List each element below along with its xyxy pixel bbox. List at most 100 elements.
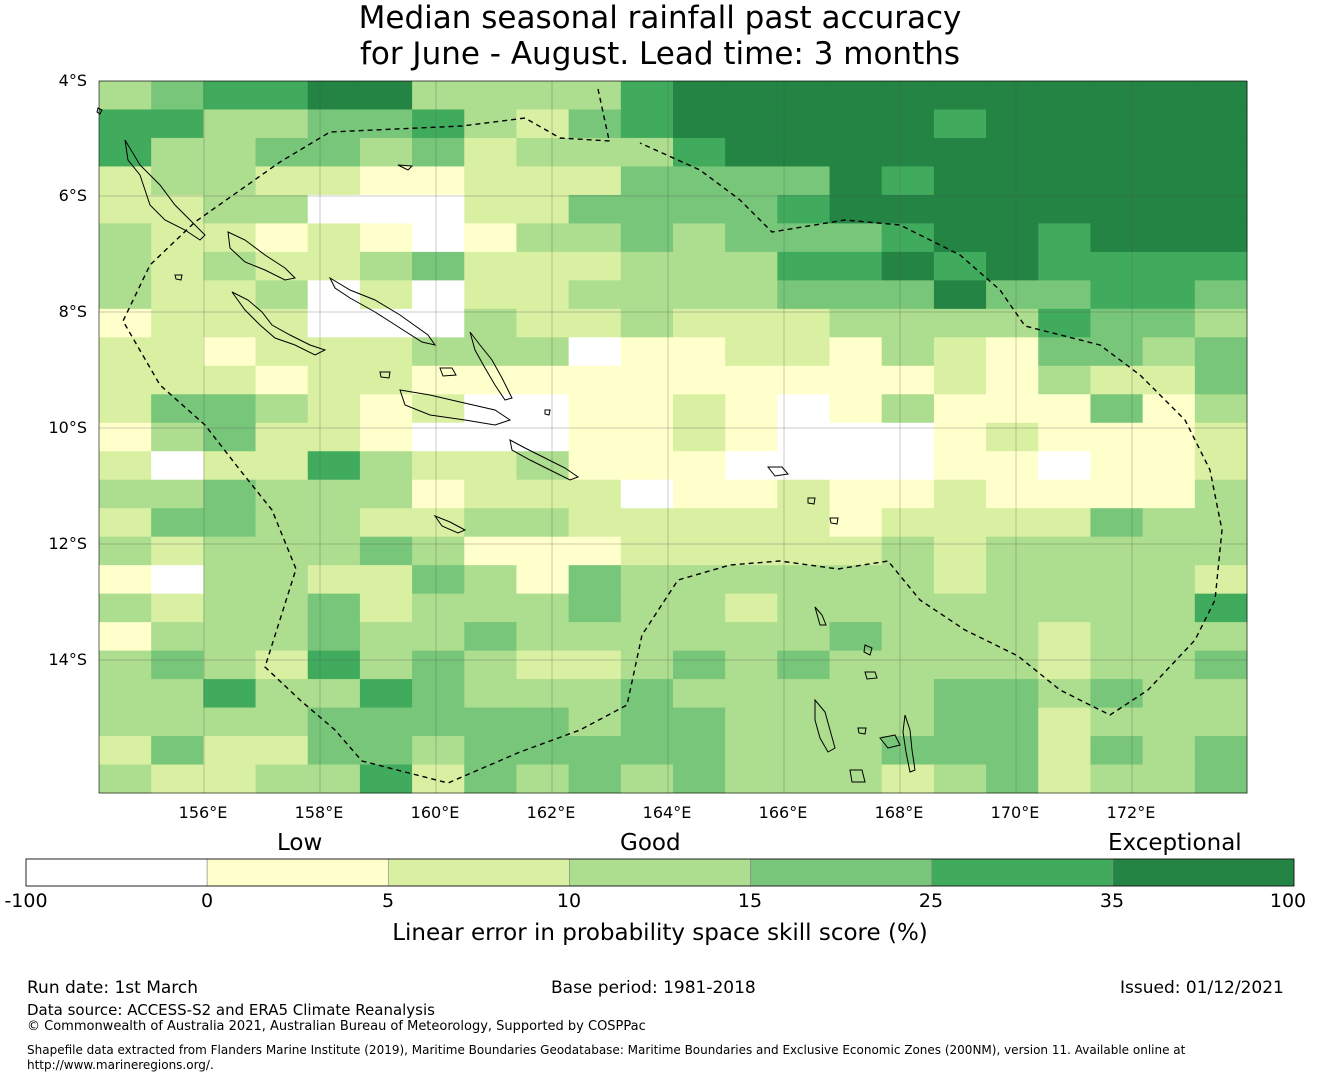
- skill-cell: [933, 109, 987, 139]
- skill-cell: [464, 479, 517, 509]
- skill-cell: [986, 337, 1039, 367]
- colorbar-segment: [1112, 858, 1295, 887]
- skill-cell: [203, 451, 257, 481]
- skill-cell: [255, 650, 309, 680]
- skill-cell: [673, 508, 726, 538]
- skill-cell: [1038, 109, 1091, 139]
- skill-cell: [307, 451, 361, 481]
- skill-cell: [881, 451, 935, 481]
- skill-cell: [1038, 707, 1091, 737]
- skill-cell: [307, 251, 361, 281]
- skill-cell: [777, 194, 831, 224]
- skill-cell: [99, 479, 152, 509]
- skill-cell: [255, 679, 309, 709]
- skill-cell: [620, 223, 674, 253]
- skill-cell: [777, 707, 831, 737]
- skill-cell: [933, 479, 987, 509]
- skill-cell: [673, 394, 726, 424]
- skill-cell: [829, 536, 883, 566]
- skill-cell: [568, 508, 622, 538]
- skill-cell: [881, 422, 935, 452]
- lon-label-172e: 172°E: [1106, 803, 1156, 822]
- skill-cell: [203, 650, 257, 680]
- skill-cell: [829, 593, 883, 623]
- skill-cell: [673, 81, 726, 110]
- skill-cell: [620, 707, 674, 737]
- skill-cell: [725, 679, 778, 709]
- skill-cell: [933, 394, 987, 424]
- skill-cell: [933, 736, 987, 766]
- skill-cell: [986, 707, 1039, 737]
- skill-cell: [673, 650, 726, 680]
- skill-cell: [1038, 166, 1091, 196]
- base-period: Base period: 1981-2018: [551, 978, 756, 998]
- island-banks: [814, 606, 827, 626]
- skill-cell: [516, 81, 570, 110]
- skill-cell: [516, 194, 570, 224]
- skill-cell: [516, 223, 570, 253]
- skill-cell: [1194, 679, 1248, 709]
- skill-cell: [725, 308, 778, 338]
- skill-cell: [620, 679, 674, 709]
- skill-cell: [464, 194, 517, 224]
- skill-cell: [1090, 308, 1144, 338]
- skill-cell: [986, 137, 1039, 167]
- skill-cell: [464, 81, 517, 110]
- colorbar-segment: [25, 858, 208, 887]
- skill-cell: [568, 679, 622, 709]
- skill-cell: [516, 280, 570, 310]
- skill-cell: [99, 593, 152, 623]
- island-pentecost: [902, 714, 916, 773]
- skill-cell: [829, 622, 883, 652]
- skill-cell: [255, 764, 309, 794]
- skill-cell: [1142, 166, 1196, 196]
- skill-cell: [516, 308, 570, 338]
- lon-label-160e: 160°E: [410, 803, 460, 822]
- skill-cell: [1038, 736, 1091, 766]
- skill-cell: [777, 650, 831, 680]
- skill-cell: [1142, 223, 1196, 253]
- colorbar-category-low: Low: [277, 830, 323, 856]
- skill-cell: [933, 308, 987, 338]
- skill-cell: [99, 536, 152, 566]
- skill-cell: [203, 679, 257, 709]
- skill-cell: [1142, 679, 1196, 709]
- skill-cell: [1142, 764, 1196, 794]
- skill-cell: [673, 622, 726, 652]
- skill-cell: [829, 764, 883, 794]
- skill-cell: [464, 536, 517, 566]
- skill-cell: [1090, 622, 1144, 652]
- skill-cell: [1142, 308, 1196, 338]
- skill-cell: [829, 650, 883, 680]
- skill-cell: [359, 707, 413, 737]
- island-guadalcanal: [399, 389, 512, 426]
- skill-cell: [1090, 337, 1144, 367]
- colorbar-tick: 10: [556, 890, 582, 912]
- skill-cell: [1194, 394, 1248, 424]
- skill-cell: [464, 422, 517, 452]
- skill-cell: [725, 736, 778, 766]
- skill-cell: [620, 251, 674, 281]
- skill-cell: [516, 109, 570, 139]
- skill-cell: [881, 508, 935, 538]
- skill-cell: [986, 736, 1039, 766]
- skill-cell: [307, 337, 361, 367]
- skill-cell: [620, 394, 674, 424]
- skill-cell: [255, 707, 309, 737]
- colorbar-tick: 100: [1269, 890, 1307, 912]
- skill-cell: [151, 565, 204, 595]
- skill-cell: [725, 109, 778, 139]
- skill-cell: [568, 622, 622, 652]
- skill-cell: [1194, 223, 1248, 253]
- skill-cell: [1194, 565, 1248, 595]
- skill-cell: [412, 109, 465, 139]
- skill-cell: [725, 593, 778, 623]
- skill-cell: [412, 451, 465, 481]
- skill-cell: [203, 137, 257, 167]
- skill-cell: [1090, 365, 1144, 395]
- skill-cell: [307, 109, 361, 139]
- skill-cell: [99, 736, 152, 766]
- skill-cell: [1194, 251, 1248, 281]
- skill-cell: [1194, 451, 1248, 481]
- skill-cell: [829, 337, 883, 367]
